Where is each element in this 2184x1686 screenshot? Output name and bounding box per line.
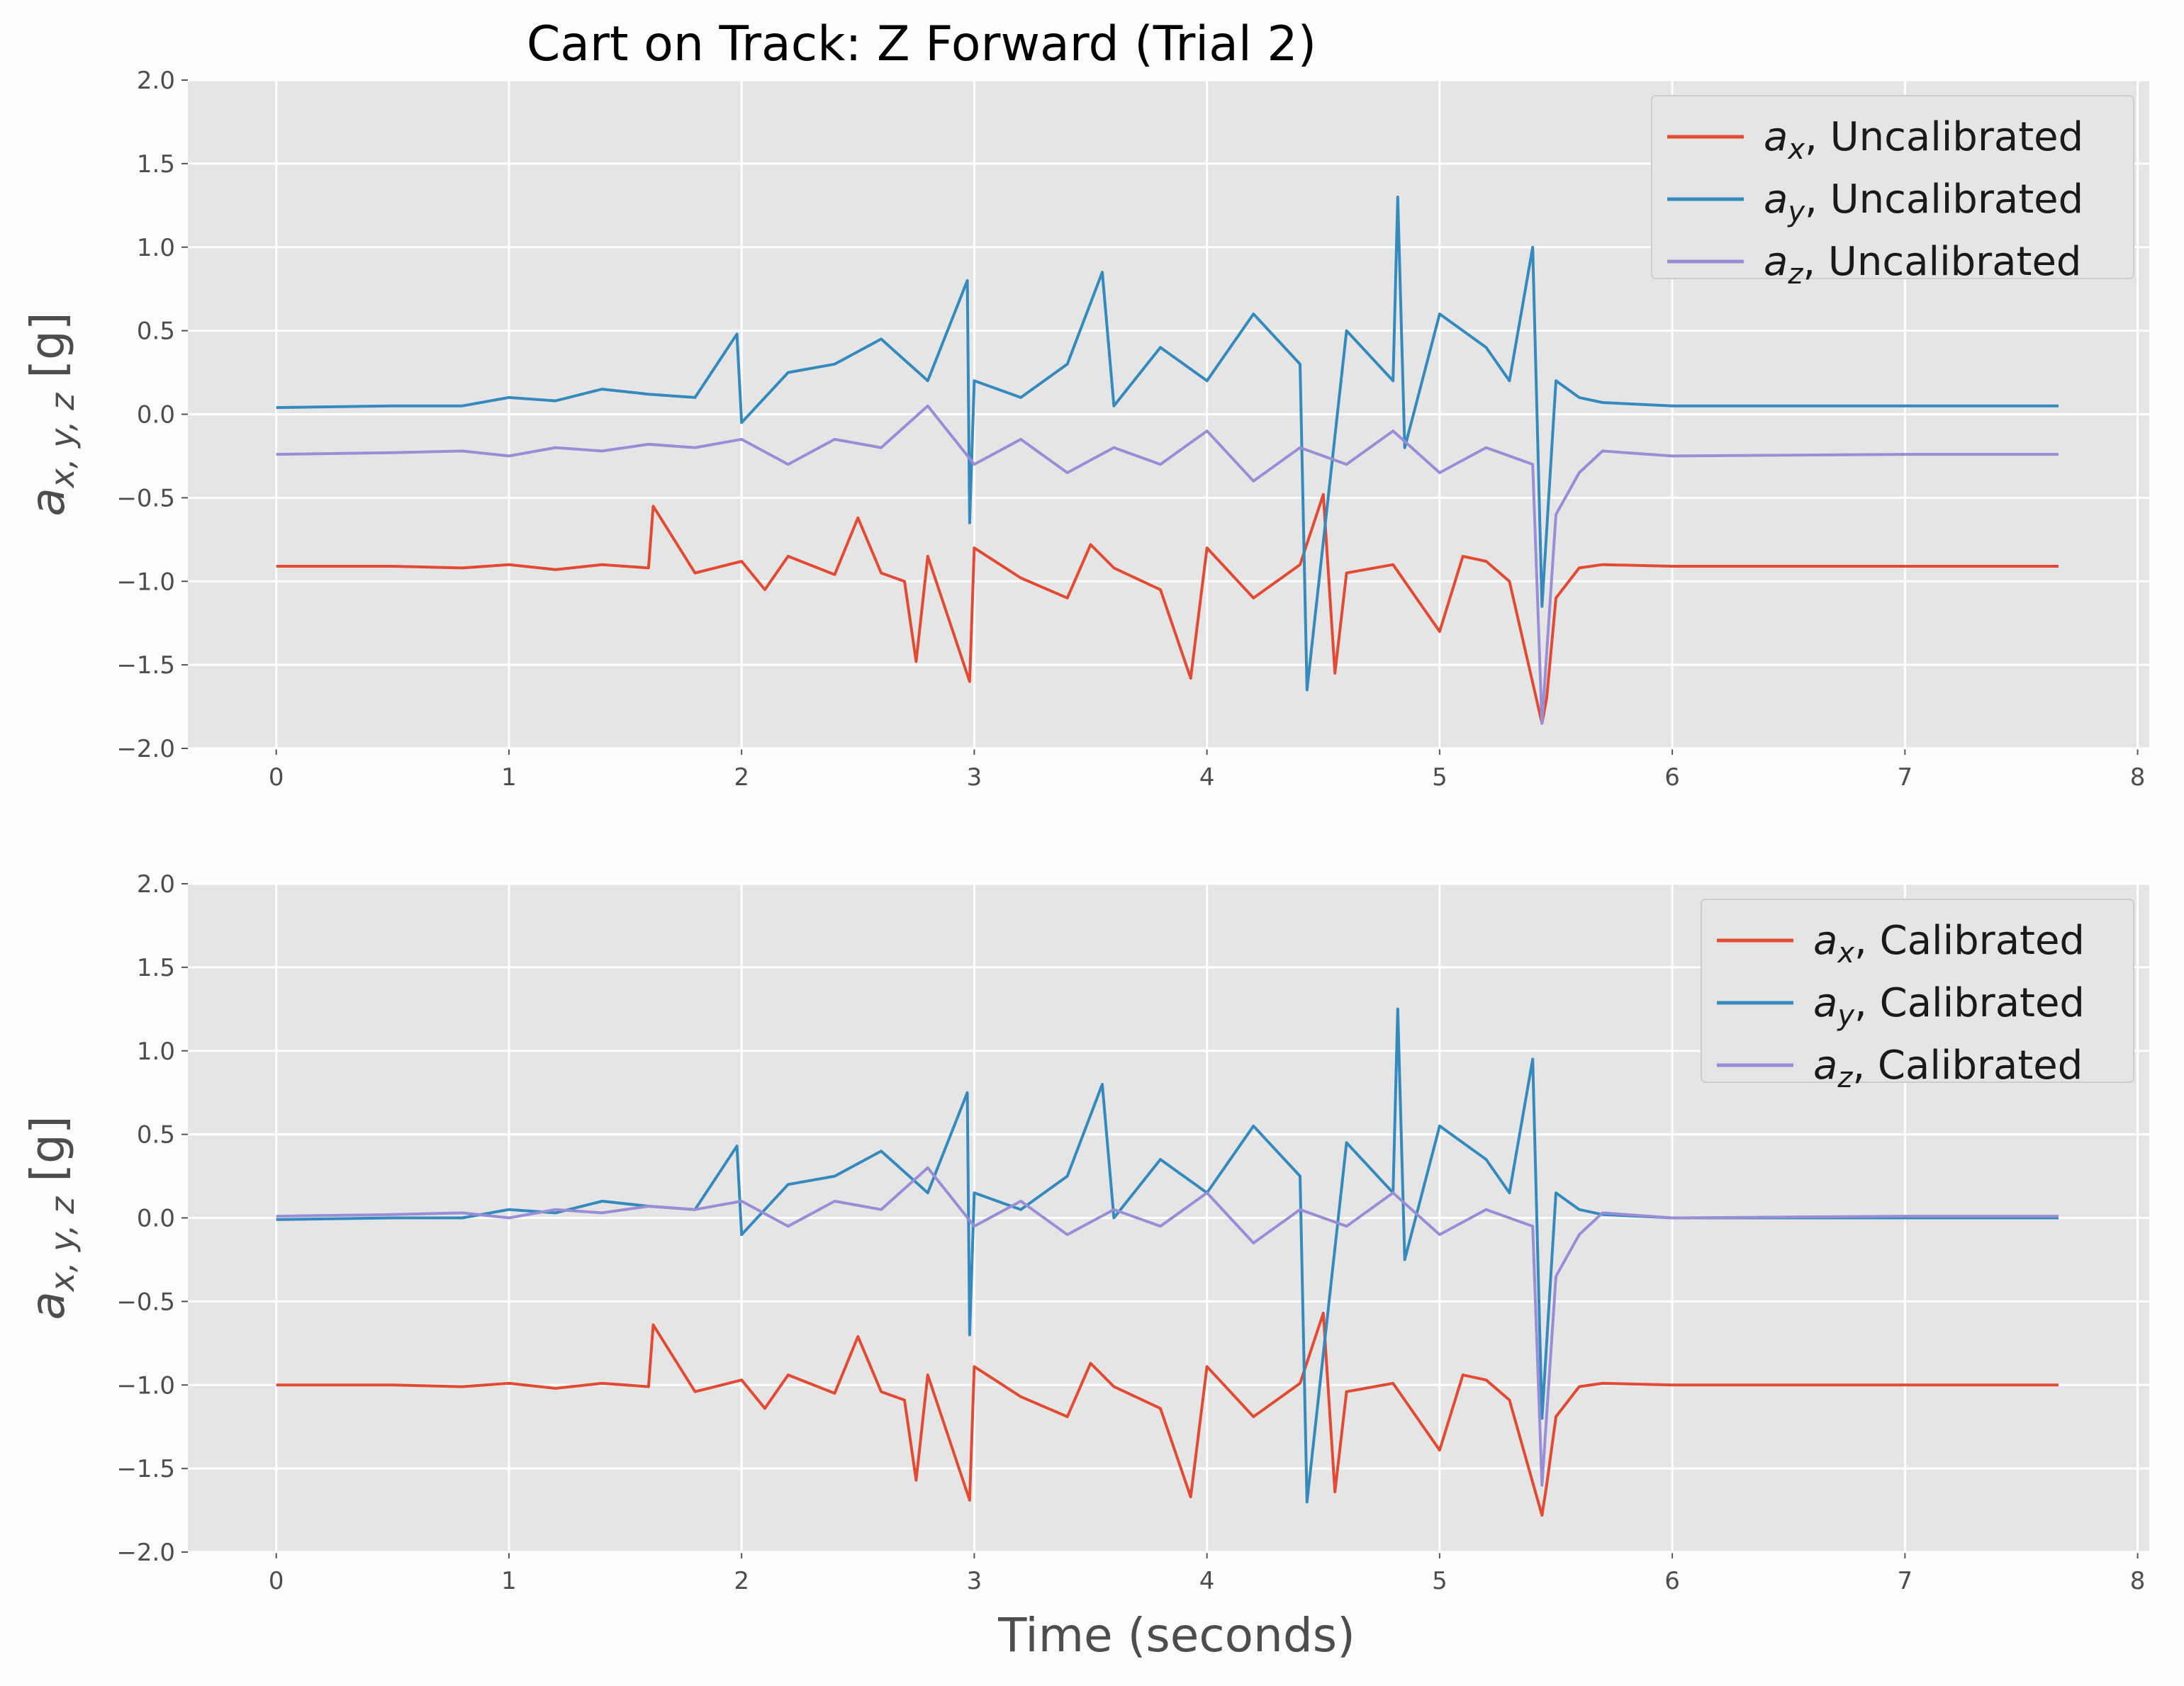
- y-tick-label: 2.0: [137, 67, 175, 95]
- x-axis-title: Time (seconds): [997, 1608, 1355, 1663]
- series-line-az: [276, 1166, 2059, 1487]
- x-tick-label: 6: [1664, 763, 1680, 792]
- y-tick-label: −1.0: [116, 1371, 175, 1400]
- x-tick-label: 4: [1199, 763, 1215, 792]
- series-line-az: [276, 404, 2059, 725]
- legend-label-ax: ax, Calibrated: [1813, 918, 2085, 970]
- series-line-ax: [276, 1311, 2059, 1517]
- x-tick-label: 2: [734, 763, 749, 792]
- legend: [1701, 899, 2134, 1083]
- x-tick-label: 1: [501, 1567, 517, 1595]
- x-tick-label: 0: [269, 1567, 284, 1595]
- x-tick-label: 3: [967, 763, 982, 792]
- legend-label-ax: ax, Uncalibrated: [1764, 114, 2083, 166]
- y-tick-label: −0.5: [116, 484, 175, 512]
- y-tick-label: 0.5: [137, 317, 175, 346]
- y-tick-label: −1.0: [116, 568, 175, 596]
- y-tick-label: 1.5: [137, 954, 175, 982]
- y-tick-label: −1.5: [116, 1455, 175, 1483]
- y-tick-label: −2.0: [116, 735, 175, 763]
- x-tick-label: 8: [2130, 763, 2146, 792]
- x-tick-label: 8: [2130, 1567, 2146, 1595]
- x-tick-label: 2: [734, 1567, 749, 1595]
- y-tick-label: 0.0: [137, 401, 175, 429]
- y-tick-label: 1.0: [137, 1038, 175, 1066]
- y-tick-label: 1.0: [137, 234, 175, 262]
- x-tick-label: 5: [1432, 763, 1447, 792]
- panel-calibrated: 0 1 2 3 4 5 6 7 8 −2.0 −1.5 −1.0 −0.5 0.0 0.5 1.0 1.5 2.0…: [21, 870, 2149, 1595]
- x-tick-label: 3: [967, 1567, 982, 1595]
- legend: [1651, 95, 2134, 279]
- x-tick-label: 1: [501, 763, 517, 792]
- series-line-ay: [276, 196, 2059, 692]
- y-axis-title: ax, y, z [g]: [21, 1115, 82, 1320]
- panel-uncalibrated: 0 1 2 3 4 5 6 7 8 −2.0 −1.5 −1.0 −0.5 0.0 0.5 1.0 1.5 2.0…: [21, 67, 2149, 792]
- y-tick-label: 0.5: [137, 1121, 175, 1150]
- y-tick-label: −2.0: [116, 1539, 175, 1567]
- legend-label-ay: ay, Uncalibrated: [1764, 176, 2083, 228]
- y-tick-label: 0.0: [137, 1205, 175, 1233]
- x-tick-label: 0: [269, 763, 284, 792]
- legend-label-az: az, Uncalibrated: [1764, 239, 2081, 291]
- x-tick-label: 5: [1432, 1567, 1447, 1595]
- y-tick-label: −0.5: [116, 1288, 175, 1316]
- chart-title: Cart on Track: Z Forward (Trial 2): [527, 16, 1316, 72]
- x-tick-label: 7: [1898, 1567, 1913, 1595]
- y-tick-label: 1.5: [137, 150, 175, 179]
- x-tick-label: 4: [1199, 1567, 1215, 1595]
- x-tick-label: 6: [1664, 1567, 1680, 1595]
- y-tick-label: 2.0: [137, 870, 175, 899]
- y-tick-label: −1.5: [116, 651, 175, 680]
- y-axis-title: ax, y, z [g]: [21, 312, 82, 516]
- series-line-ax: [276, 493, 2059, 725]
- legend-label-az: az, Calibrated: [1813, 1042, 2083, 1094]
- legend-label-ay: ay, Calibrated: [1813, 980, 2085, 1032]
- x-tick-label: 7: [1898, 763, 1913, 792]
